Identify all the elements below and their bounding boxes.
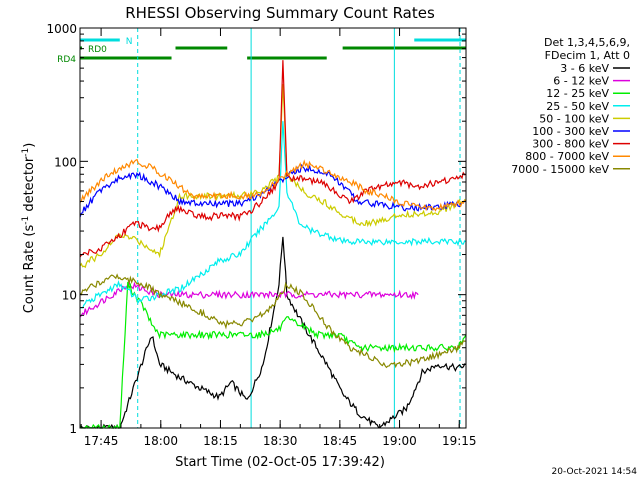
legend-label-1: 6 - 12 keV <box>553 75 609 88</box>
legend-label-5: 100 - 300 keV <box>532 125 609 138</box>
top-status-bars: N RD0 RD4 <box>57 37 466 65</box>
series-line-0 <box>79 236 467 430</box>
chart-title: RHESSI Observing Summary Count Rates <box>125 4 435 22</box>
y-tick-label-0: 1 <box>69 422 77 436</box>
legend: Det 1,3,4,5,6,9,FDecim 1, Att 03 - 6 keV… <box>511 36 630 176</box>
y-tick-label-1: 10 <box>62 289 77 303</box>
y-axis-label: Count Rate (s-1 detector-1) <box>21 143 37 314</box>
footer-timestamp: 20-Oct-2021 14:54 <box>552 467 638 477</box>
x-tick-label-6: 19:15 <box>442 434 477 448</box>
series-group <box>79 60 467 430</box>
x-tick-label-4: 18:45 <box>323 434 358 448</box>
x-tick-label-1: 18:00 <box>143 434 178 448</box>
series-line-4 <box>79 84 467 269</box>
y-tick-label-2: 100 <box>54 155 77 169</box>
legend-label-4: 50 - 100 keV <box>539 112 609 125</box>
legend-label-0: 3 - 6 keV <box>560 62 609 75</box>
y-tick-label-3: 1000 <box>46 22 77 36</box>
x-axis-ticks: 17:45 18:00 18:15 18:30 18:45 19:00 19:15 <box>80 28 477 448</box>
legend-label-2: 12 - 25 keV <box>546 87 609 100</box>
status-bar-label-2: RD4 <box>57 55 76 65</box>
legend-label-8: 7000 - 15000 keV <box>511 163 609 176</box>
legend-header-1: FDecim 1, Att 0 <box>545 49 630 62</box>
x-tick-label-0: 17:45 <box>84 434 119 448</box>
x-tick-label-2: 18:15 <box>203 434 238 448</box>
legend-header-0: Det 1,3,4,5,6,9, <box>544 36 630 49</box>
series-line-6 <box>79 60 467 258</box>
legend-label-7: 800 - 7000 keV <box>525 150 609 163</box>
legend-label-6: 300 - 800 keV <box>532 138 609 151</box>
plot-frame <box>79 27 467 429</box>
series-line-8 <box>79 273 467 369</box>
series-line-3 <box>79 121 467 309</box>
series-line-1 <box>79 280 419 318</box>
event-vertical-lines <box>137 28 461 428</box>
x-tick-label-3: 18:30 <box>263 434 298 448</box>
series-line-2 <box>79 281 467 430</box>
y-axis-ticks: 1 10 100 1000 <box>46 22 466 436</box>
series-line-7 <box>79 158 467 212</box>
series-line-5 <box>79 163 466 218</box>
x-axis-label: Start Time (02-Oct-05 17:39:42) <box>175 455 385 470</box>
status-bar-label-1: RD0 <box>88 45 107 55</box>
status-bar-label-0: N <box>126 37 133 47</box>
x-tick-label-5: 19:00 <box>382 434 417 448</box>
legend-label-3: 25 - 50 keV <box>546 100 609 113</box>
